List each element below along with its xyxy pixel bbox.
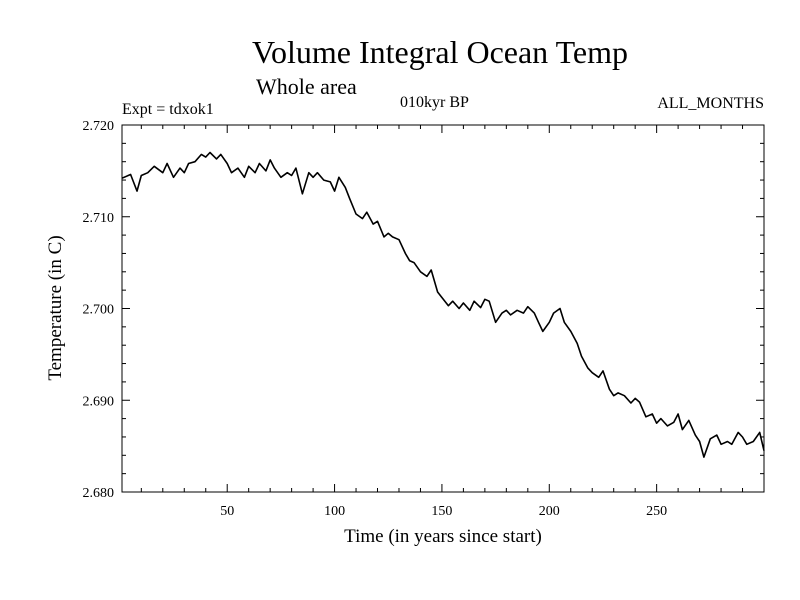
- x-tick-label: 250: [646, 504, 667, 519]
- x-axis-label: Time (in years since start): [344, 526, 542, 547]
- axis-ticks: [122, 125, 764, 492]
- x-tick-label: 150: [431, 504, 452, 519]
- temperature-series-line: [121, 151, 765, 458]
- plot-frame: [121, 124, 765, 493]
- y-axis-label: Temperature (in C): [45, 235, 66, 380]
- tick-labels: 50 100 150 200 250 2.680 2.690 2.700 2.710 2.720: [83, 119, 668, 519]
- chart-subtitle: Whole area: [256, 74, 357, 99]
- y-tick-label: 2.690: [83, 394, 115, 409]
- x-tick-label: 100: [324, 504, 345, 519]
- y-tick-label: 2.720: [83, 119, 115, 134]
- y-tick-label: 2.710: [83, 211, 115, 226]
- x-tick-label: 200: [539, 504, 560, 519]
- y-tick-label: 2.680: [83, 486, 115, 501]
- experiment-label: Expt = tdxok1: [122, 101, 214, 118]
- chart-title: Volume Integral Ocean Temp: [251, 34, 628, 70]
- x-tick-label: 50: [220, 504, 234, 519]
- y-tick-label: 2.700: [83, 303, 115, 318]
- months-label: ALL_MONTHS: [657, 95, 764, 112]
- period-label: 010kyr BP: [400, 94, 469, 111]
